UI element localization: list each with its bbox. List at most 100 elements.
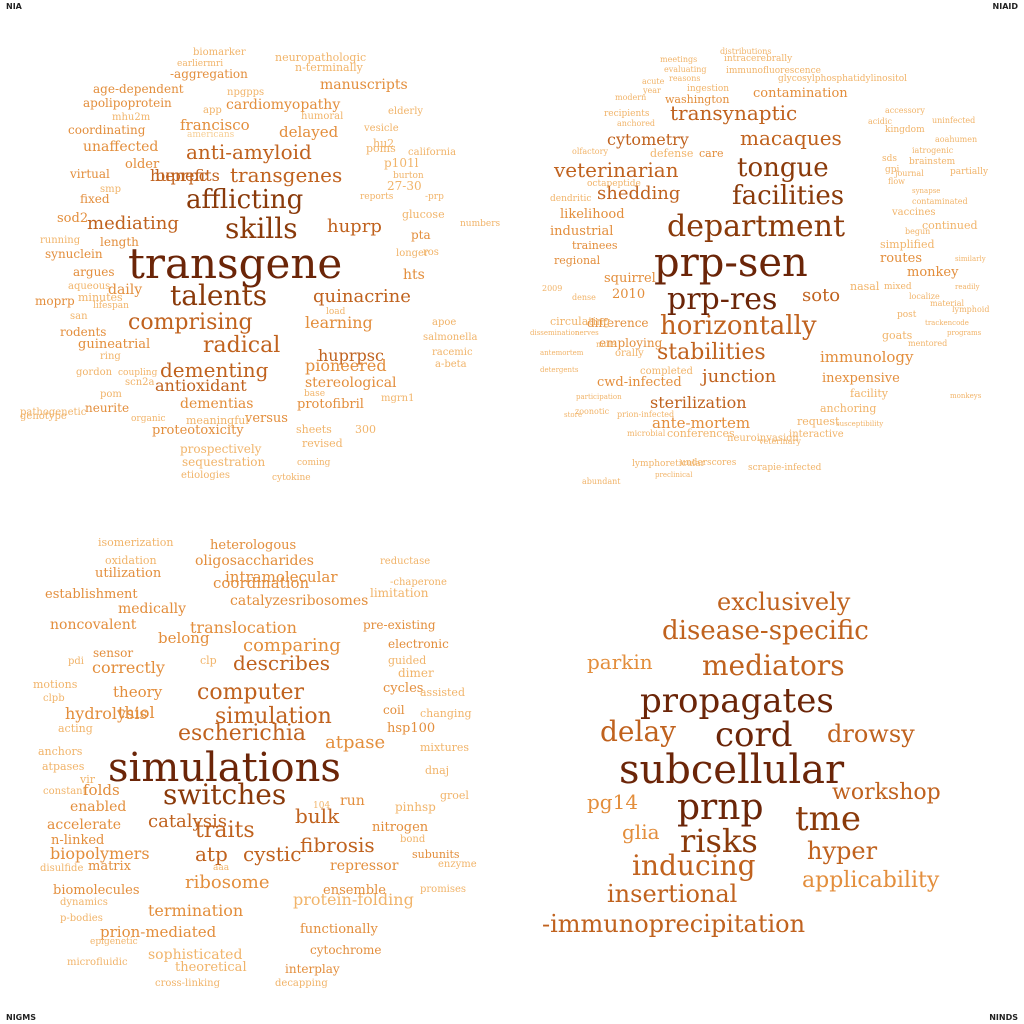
cloud-word: tongue	[737, 153, 829, 183]
cloud-word: moprp	[35, 294, 75, 308]
cloud-word: anchoring	[820, 402, 877, 415]
word-cloud-niaid: prp-sen prp-res department facilities tongue…	[512, 0, 1024, 512]
cloud-word: meaningful	[186, 414, 249, 427]
cloud-word: simulation	[215, 704, 332, 729]
cloud-word: reports	[360, 192, 394, 202]
cloud-word: mgrn1	[381, 393, 415, 404]
cloud-word: subcellular	[619, 747, 845, 793]
cloud-word: monkey	[907, 265, 959, 280]
cloud-word: aqueous	[68, 281, 111, 292]
cloud-word: ros	[423, 247, 439, 258]
word-cloud-ninds: subcellular propagates cord prnp risks tme med…	[512, 512, 1024, 1024]
cloud-word: clp	[200, 654, 217, 667]
cloud-word: dissemination	[530, 329, 580, 337]
cloud-word: cycles	[383, 681, 424, 696]
cloud-word: skills	[225, 212, 298, 245]
cloud-word: similarly	[955, 255, 986, 263]
cloud-word: dense	[572, 293, 596, 302]
cloud-word: learning	[305, 313, 373, 332]
cloud-word: noncovalent	[50, 617, 137, 633]
cloud-word: propagates	[640, 681, 834, 721]
cloud-word: reasons	[669, 74, 701, 83]
cloud-word: circulating	[550, 315, 611, 328]
cloud-word: coil	[383, 703, 405, 717]
cloud-word: sensor	[93, 646, 134, 660]
cloud-word: dendritic	[550, 194, 592, 204]
cloud-word: delay	[600, 715, 676, 748]
cloud-word: simulations	[108, 745, 341, 791]
cloud-word: trainees	[572, 239, 618, 252]
cloud-word: acting	[58, 722, 93, 735]
cloud-word: sterilization	[650, 393, 747, 412]
cloud-word: interplay	[285, 962, 340, 976]
cloud-word: 27-30	[387, 179, 422, 193]
cloud-word: sheets	[296, 423, 332, 436]
cloud-word: modern	[615, 93, 647, 102]
cloud-word: electronic	[388, 637, 449, 651]
cloud-word: mhu2m	[112, 112, 151, 123]
cloud-word: squirrel	[604, 271, 656, 286]
cloud-word: programs	[947, 329, 982, 337]
cloud-word: motions	[33, 678, 78, 691]
cloud-word: bulk	[295, 804, 340, 828]
cloud-word: simplified	[880, 238, 935, 251]
cloud-word: n-linked	[51, 833, 105, 848]
cloud-word: request	[797, 415, 840, 428]
cloud-word: pg14	[587, 790, 639, 814]
cloud-word: establishment	[45, 587, 138, 602]
cloud-word: quinacrine	[313, 286, 411, 307]
cloud-word: hyper	[807, 837, 878, 865]
cloud-word: gpi	[885, 165, 900, 175]
cloud-word: prp-res	[667, 282, 778, 317]
cloud-word: base	[304, 389, 326, 399]
cloud-word: oxidation	[105, 554, 157, 567]
cloud-word: subunits	[412, 848, 460, 861]
cloud-word: thiol	[118, 703, 155, 722]
cloud-word: mule	[596, 340, 617, 349]
cloud-word: versus	[245, 411, 288, 426]
cloud-word: workshop	[832, 780, 941, 805]
cloud-word: manuscripts	[320, 77, 408, 93]
cloud-word: numbers	[460, 219, 501, 229]
cloud-word: reductase	[380, 556, 431, 567]
cloud-word: san	[70, 311, 88, 322]
cloud-word: acute	[642, 77, 665, 86]
cloud-word: p101l	[384, 156, 419, 170]
cloud-word: genotype	[20, 411, 67, 422]
cloud-word: theoretical	[175, 960, 247, 975]
cloud-word: pta	[411, 228, 431, 242]
cloud-word: dementias	[180, 396, 254, 412]
cloud-word: argues	[73, 265, 115, 279]
cloud-word: pathogenetic	[20, 407, 87, 418]
cloud-word: lifespan	[93, 301, 129, 311]
cloud-word: biopolymers	[50, 844, 150, 863]
cloud-word: shedding	[597, 183, 681, 204]
cloud-word: decapping	[275, 978, 328, 989]
cloud-word: transgene	[128, 239, 343, 288]
cloud-word: horizontally	[660, 311, 817, 341]
cloud-word: pinhsp	[395, 800, 436, 814]
cloud-word: california	[408, 147, 457, 158]
cloud-word: poms	[366, 142, 396, 155]
cloud-word: brainstem	[909, 157, 956, 167]
cloud-word: pom	[100, 389, 122, 400]
cloud-word: inducing	[632, 849, 756, 882]
panel-label-nia: NIA	[6, 2, 22, 11]
cloud-word: atp	[195, 842, 228, 866]
cloud-word: huprp	[327, 216, 382, 237]
cloud-word: comparing	[243, 635, 341, 656]
cloud-word: pre-existing	[363, 618, 436, 632]
cloud-word: gordon	[76, 367, 113, 378]
cloud-word: talents	[170, 279, 268, 312]
cloud-word: mediators	[702, 649, 845, 682]
cloud-word: aaa	[213, 863, 230, 873]
cloud-word: belong	[158, 629, 210, 647]
cloud-word: age-dependent	[93, 82, 184, 96]
cloud-word: changing	[420, 707, 472, 720]
cloud-word: immunology	[820, 348, 914, 366]
cloud-word: guided	[388, 654, 427, 667]
cloud-word: escherichia	[178, 721, 307, 746]
cloud-word: repressor	[330, 858, 399, 874]
cloud-word: guineatrial	[78, 337, 151, 352]
cloud-word: dynamics	[60, 897, 108, 908]
